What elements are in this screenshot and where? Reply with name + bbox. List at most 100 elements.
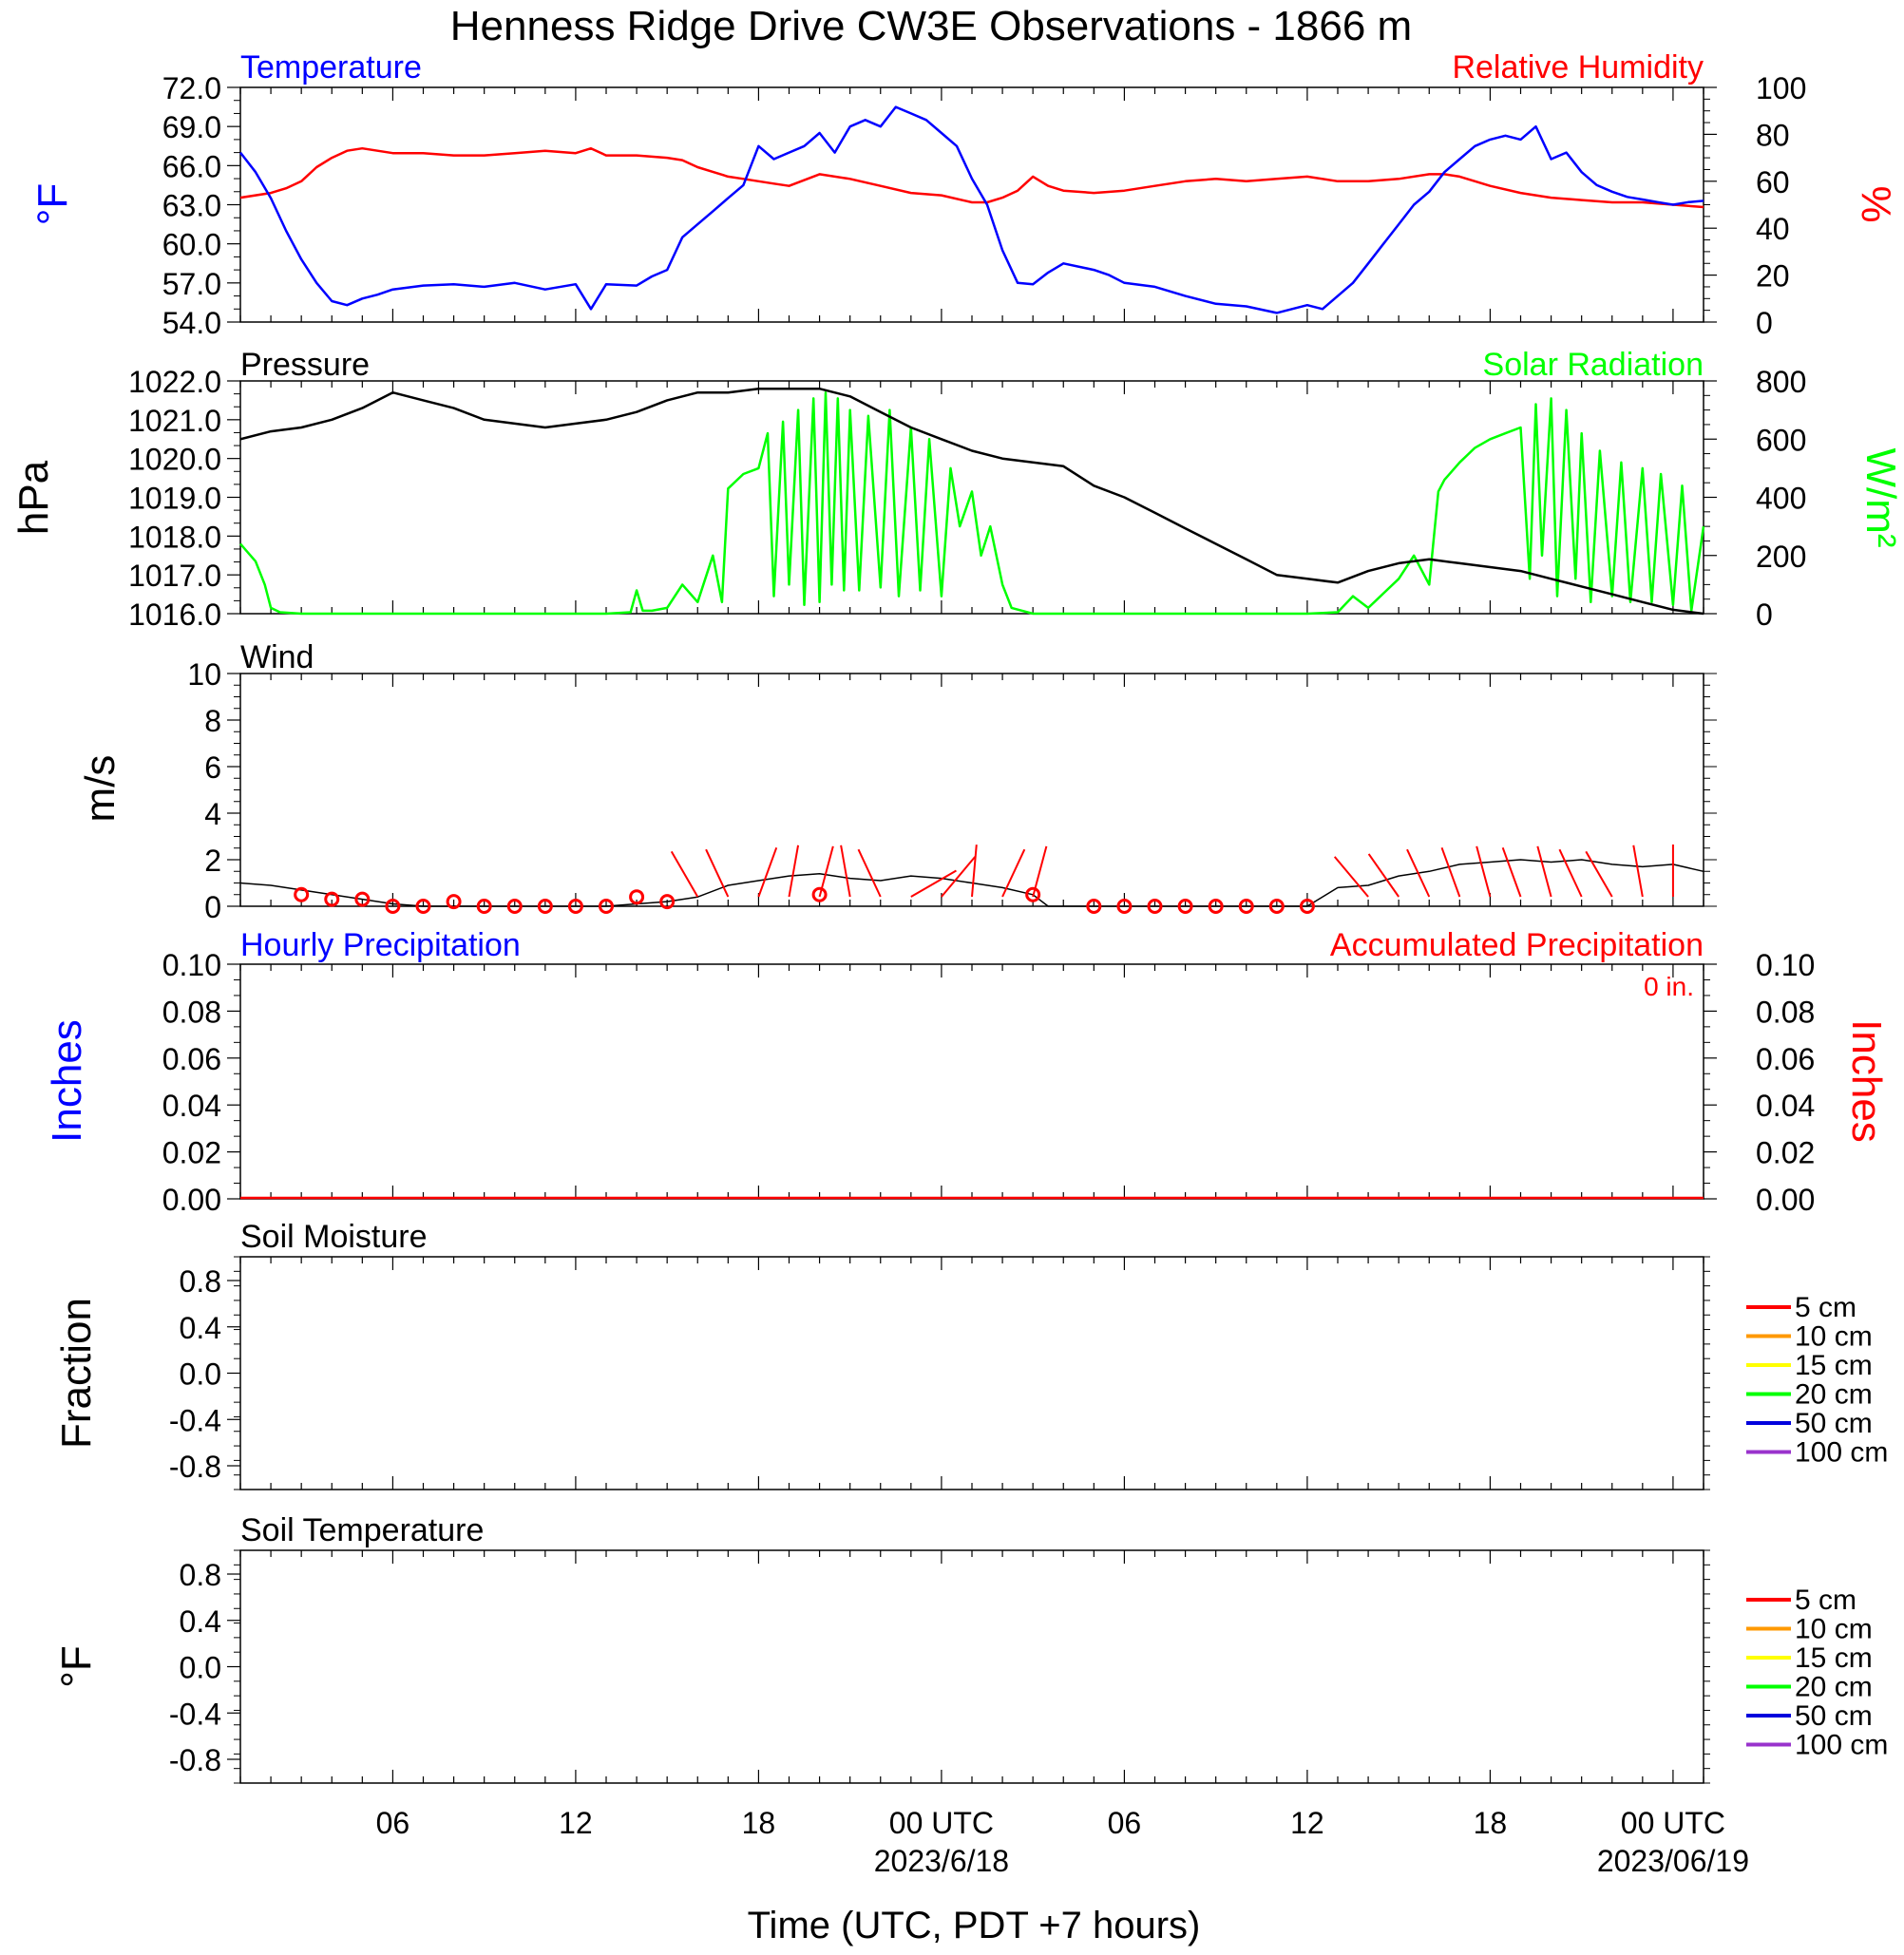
x-tick-label: 18 [1474,1806,1508,1840]
panels: 54.057.060.063.066.069.072.0020406080100… [10,49,1904,1878]
soil-moisture-panel-legend-label: 100 cm [1795,1437,1888,1469]
accum-right-y-tick-label: 0.00 [1756,1183,1815,1217]
wind-barb [670,850,699,898]
wind-calm-marker [385,899,401,914]
wind-left-y-tick-label: 0 [204,890,221,924]
precip-left-y-tick-label: 0.04 [162,1089,221,1123]
soil-moisture-panel-legend-label: 20 cm [1795,1379,1873,1411]
pressure-series-title: Pressure [240,347,370,383]
wind-calm-marker [537,899,553,914]
temperature-line [239,105,1704,314]
solar-series-title: Solar Radiation [1483,347,1704,383]
rh-right-y-tick-label: 60 [1756,165,1790,199]
solar-right-y-tick-label: 800 [1756,365,1806,399]
solar-right-y-tick-label: 400 [1756,482,1806,516]
wind-barb [1333,856,1369,898]
soil-temperature-panel-title: Soil Temperature [240,1512,484,1548]
soil-temperature-panel-legend-label: 15 cm [1795,1642,1873,1674]
wind-calm-marker [811,886,828,902]
soil-moisture-panel-y-tick-label: 0.8 [180,1264,221,1299]
wind-barb [1367,853,1399,898]
wind-calm-marker [1116,899,1133,914]
wind-barb [705,848,730,898]
temp-unit-label: °F [29,183,76,225]
pressure-left-y-tick-label: 1016.0 [128,598,221,632]
x-tick-label: 18 [742,1806,776,1840]
x-tick-label: 12 [559,1806,593,1840]
accum-right-y-tick-label: 0.10 [1756,948,1815,982]
wind-barb [910,869,957,898]
soil-temperature-panel-y-tick-label: 0.0 [180,1651,221,1685]
x-tick-label: 06 [1108,1806,1142,1840]
wind-calm-marker [324,891,340,907]
soil-temperature-panel-y-tick-label: -0.4 [169,1697,221,1731]
wind-calm-marker [1086,899,1102,914]
wind-barb [941,856,977,898]
soil-moisture-panel-y-tick-label: -0.8 [169,1450,221,1484]
wind-barb [857,848,882,898]
wind-barb [971,845,978,898]
wind-calm-marker [294,886,310,902]
soil-moisture-panel-legend-label: 10 cm [1795,1321,1873,1353]
wind-barb [1406,848,1431,898]
pressure-left-y-tick-label: 1017.0 [128,559,221,593]
wind-barb [757,846,778,898]
precip-unit-label: Inches [44,1019,90,1143]
wind-left-y-tick-label: 10 [187,657,221,692]
soil-moisture-panel-frame [239,1256,1704,1490]
solar-right-y-tick-label: 600 [1756,423,1806,457]
temp-panel-frame [239,86,1704,323]
soil-moisture-panel-title: Soil Moisture [240,1219,428,1255]
wind-series-title: Wind [240,639,314,675]
rh-right-y-tick-label: 100 [1756,71,1806,105]
pressure-left-y-tick-label: 1021.0 [128,404,221,438]
rh-unit-label: % [1853,185,1899,222]
wind-barb [1032,845,1048,898]
x-tick-label: 12 [1290,1806,1324,1840]
wind-calm-marker [476,899,492,914]
wind-calm-marker [415,899,431,914]
soil-moisture-panel-legend-label: 5 cm [1795,1292,1856,1323]
accum-right-y-tick-label: 0.04 [1756,1089,1815,1123]
x-date-label: 2023/6/18 [874,1844,1009,1878]
wind-calm-marker [629,889,645,905]
pressure-left-y-tick-label: 1019.0 [128,482,221,516]
soil-temperature-panel-legend-label: 20 cm [1795,1672,1873,1703]
rh-right-y-tick-label: 40 [1756,212,1790,246]
pressure-left-y-tick-label: 1022.0 [128,365,221,399]
solar-right-y-tick-label: 200 [1756,540,1806,574]
soil-moisture-panel-unit-label: Fraction [53,1298,100,1449]
wind-calm-marker [1177,899,1193,914]
wind-barb [1476,845,1492,898]
precip-left-y-tick-label: 0.02 [162,1136,221,1170]
wind-barb [1440,846,1461,898]
wind-calm-marker [1238,899,1254,914]
soil-temperature-panel-y-tick-label: -0.8 [169,1743,221,1777]
wind-calm-marker [659,894,676,910]
rh-right-y-tick-label: 20 [1756,259,1790,294]
soil-temperature-panel-legend-label: 100 cm [1795,1730,1888,1761]
temp-left-y-tick-label: 57.0 [162,267,221,301]
rh-right-y-tick-label: 0 [1756,306,1773,340]
wind-barb [818,845,834,898]
wind-barb [1001,848,1026,898]
temp-left-y-tick-label: 72.0 [162,71,221,105]
wind-barb [1536,845,1552,898]
wind-barb [1632,845,1644,898]
temp-left-y-tick-label: 63.0 [162,189,221,223]
soil-temperature-panel-unit-label: °F [53,1645,100,1687]
wind-calm-marker [599,899,614,914]
x-tick-label: 00 UTC [1621,1806,1725,1840]
temp-left-y-tick-label: 54.0 [162,306,221,340]
wind-barb [1585,850,1613,898]
temp-series-title: Temperature [240,49,422,85]
precip-left-y-tick-label: 0.06 [162,1042,221,1076]
wind-calm-marker [1208,899,1224,914]
solar-unit-label: W/m² [1857,447,1904,547]
solar-right-y-tick-label: 0 [1756,598,1773,632]
accum-unit-label: Inches [1843,1019,1890,1143]
accum-right-y-tick-label: 0.06 [1756,1042,1815,1076]
accum-right-y-tick-label: 0.02 [1756,1136,1815,1170]
wind-calm-marker [1268,899,1285,914]
